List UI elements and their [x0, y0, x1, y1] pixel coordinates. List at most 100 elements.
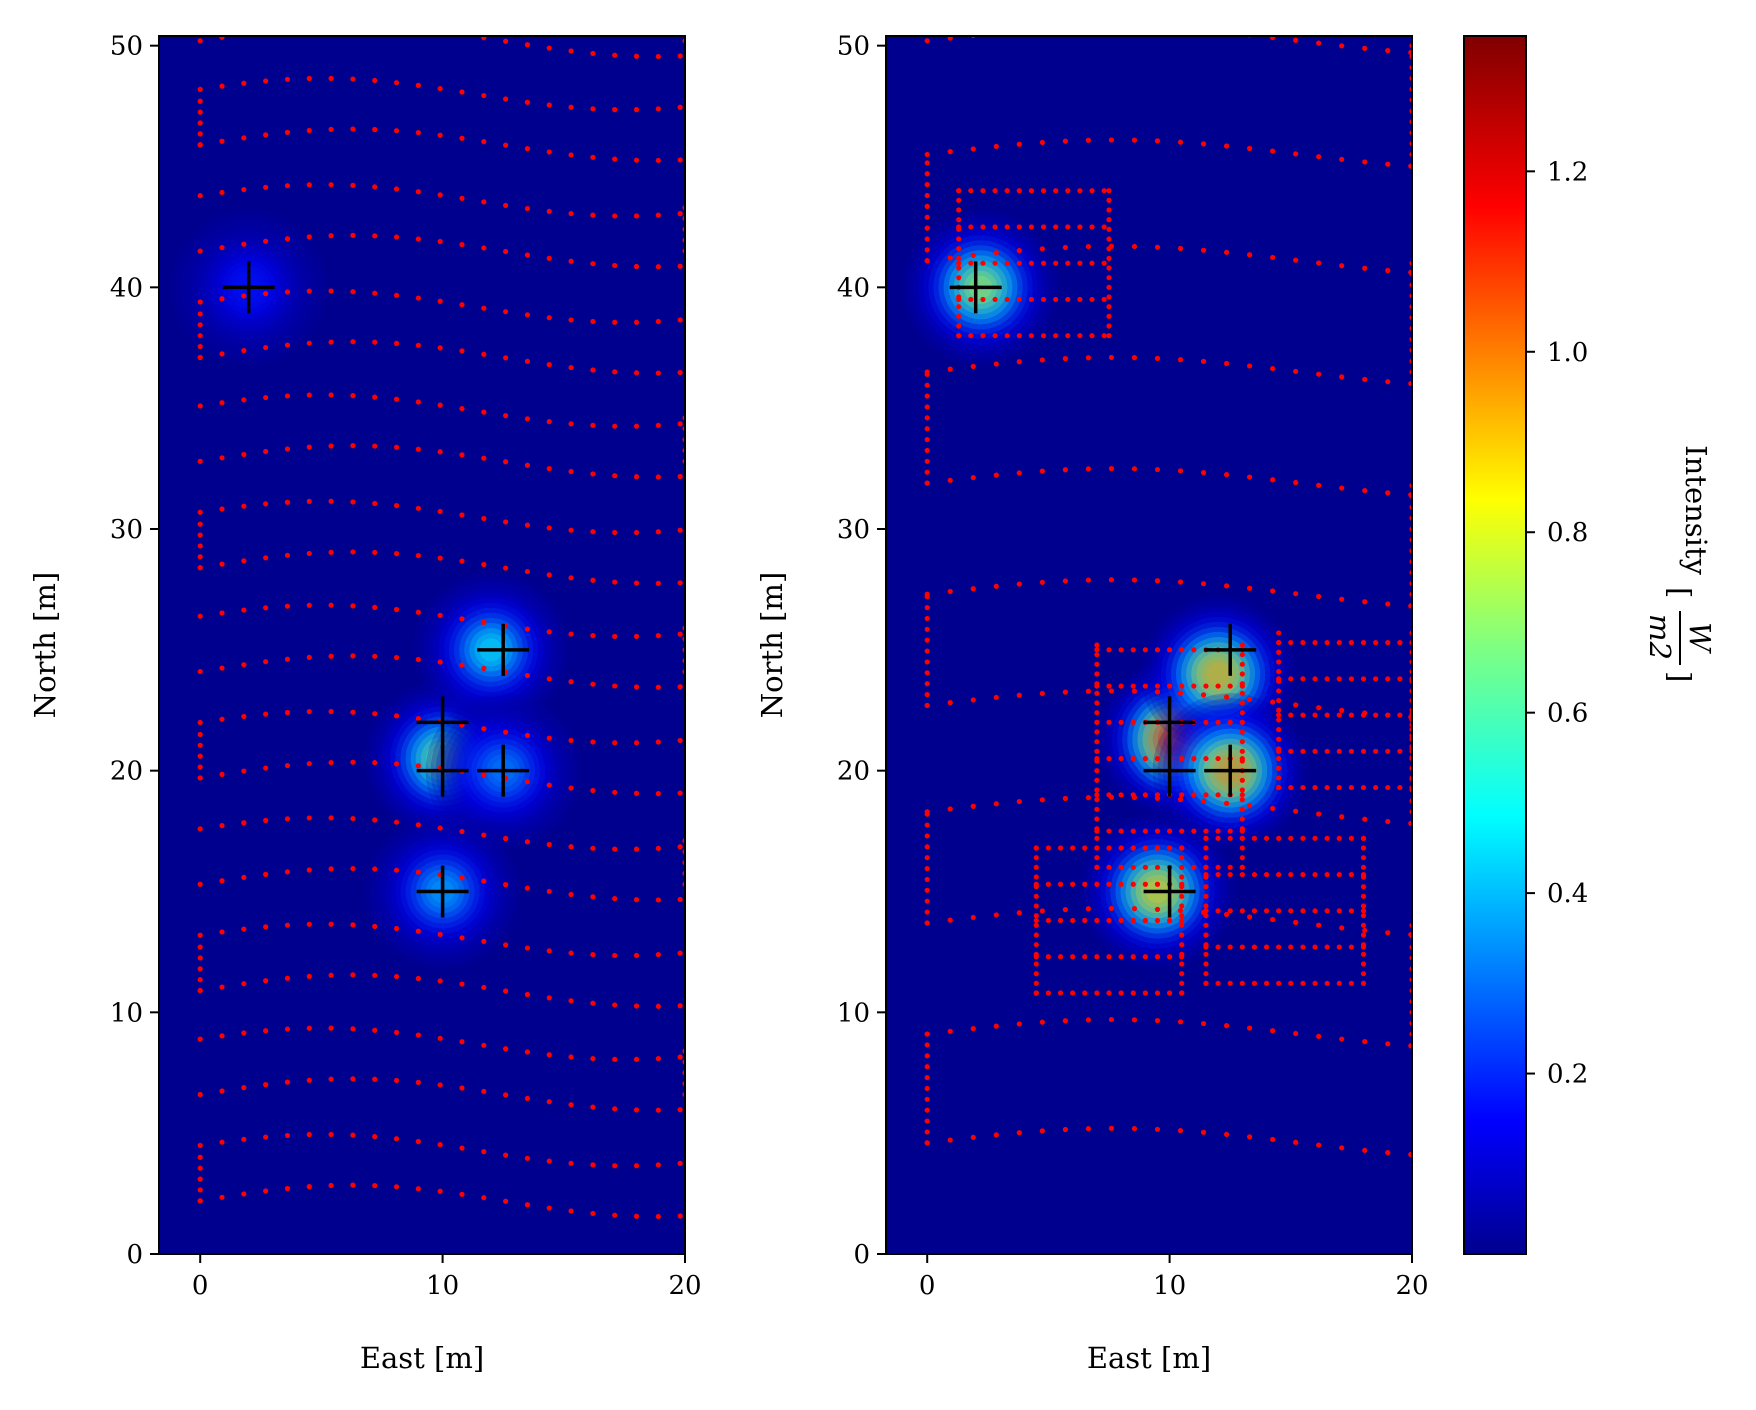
path-dot: [1215, 871, 1221, 878]
right-y-axis-label: North [m]: [755, 572, 789, 718]
path-dot: [1131, 688, 1138, 694]
path-dot: [393, 1029, 400, 1036]
path-dot: [1300, 835, 1306, 841]
path-dot: [1200, 358, 1207, 364]
path-dot: [503, 459, 509, 465]
colorbar-ticks: 0.2 0.4 0.6 0.8 1.0 1.2: [1526, 157, 1588, 1090]
path-dot: [1033, 903, 1039, 909]
path-dot: [1200, 692, 1207, 698]
path-dot: [350, 1026, 356, 1032]
path-dot: [655, 791, 661, 797]
path-dot: [1360, 845, 1367, 851]
path-dot: [1336, 712, 1342, 718]
path-dot: [1106, 265, 1112, 271]
path-dot: [1045, 990, 1052, 996]
path-dot: [263, 1028, 269, 1034]
path-dot: [590, 894, 596, 900]
path-dot: [1336, 676, 1342, 682]
path-dot: [1227, 864, 1233, 870]
path-dot: [437, 659, 443, 665]
path-dot: [393, 234, 400, 240]
path-dot: [197, 764, 203, 770]
path-dot: [612, 740, 618, 746]
path-dot: [1155, 25, 1160, 30]
path-dot: [1142, 755, 1148, 762]
path-dot: [1057, 954, 1064, 960]
path-dot: [503, 355, 509, 361]
path-dot: [1360, 961, 1367, 967]
path-dot: [197, 775, 203, 781]
path-dot: [263, 291, 269, 297]
path-dot: [677, 844, 683, 850]
path-dot: [1070, 881, 1076, 887]
path-dot: [947, 36, 953, 41]
path-dot: [924, 615, 930, 622]
path-dot: [1108, 1016, 1115, 1023]
path-dot: [612, 156, 618, 162]
path-dot: [1130, 755, 1136, 762]
path-dot: [524, 1155, 531, 1161]
path-dot: [1360, 971, 1367, 977]
path-dot: [197, 131, 203, 137]
path-dot: [1154, 881, 1161, 887]
path-dot: [1106, 255, 1112, 261]
path-dot: [655, 422, 661, 429]
path-dot: [1094, 855, 1100, 861]
path-dot: [263, 555, 269, 561]
path-dot: [328, 288, 334, 294]
path-dot: [328, 498, 334, 504]
path-dot: [1385, 712, 1391, 718]
path-dot: [350, 1076, 356, 1082]
path-dot: [1028, 188, 1035, 194]
path-dot: [1239, 681, 1245, 687]
path-dot: [1154, 845, 1161, 851]
path-dot: [1203, 908, 1209, 914]
path-dot: [503, 1198, 509, 1204]
path-dot: [1132, 24, 1137, 29]
path-dot: [1362, 376, 1368, 383]
path-dot: [633, 633, 640, 640]
path-dot: [1339, 1036, 1345, 1042]
path-dot: [1200, 1129, 1207, 1135]
path-dot: [568, 844, 574, 850]
path-dot: [1203, 755, 1209, 762]
path-dot: [1177, 1019, 1184, 1025]
path-dot: [1094, 690, 1100, 696]
path-dot: [1191, 864, 1197, 870]
path-dot: [546, 419, 552, 425]
path-dot: [1089, 224, 1095, 230]
path-dot: [481, 92, 487, 99]
path-dot: [197, 987, 203, 994]
path-dot: [1360, 864, 1367, 870]
path-dot: [924, 1107, 930, 1113]
path-dot: [524, 522, 531, 528]
path-dot: [992, 296, 998, 303]
path-dot: [459, 1085, 465, 1091]
path-dot: [1215, 864, 1221, 870]
path-dot: [924, 415, 930, 421]
path-dot: [1324, 835, 1330, 841]
path-dot: [263, 184, 269, 190]
path-dot: [197, 1165, 203, 1171]
path-dot: [241, 503, 247, 509]
path-dot: [1191, 828, 1197, 834]
path-dot: [956, 188, 962, 194]
path-dot: [284, 393, 291, 399]
path-dot: [590, 106, 596, 112]
path-dot: [197, 966, 203, 972]
path-dot: [633, 1003, 640, 1009]
path-dot: [1077, 260, 1083, 266]
path-dot: [197, 668, 203, 675]
path-dot: [1131, 906, 1138, 912]
path-dot: [350, 182, 356, 188]
source-marker: [1204, 744, 1257, 797]
path-dot: [1039, 1128, 1045, 1134]
path-dot: [1130, 792, 1136, 798]
path-dot: [1239, 642, 1245, 648]
path-dot: [1118, 845, 1124, 851]
path-dot: [1215, 980, 1221, 986]
y-tick-label: 20: [837, 757, 870, 787]
path-dot: [1215, 828, 1221, 834]
path-dot: [1362, 927, 1368, 934]
path-dot: [1227, 828, 1233, 834]
